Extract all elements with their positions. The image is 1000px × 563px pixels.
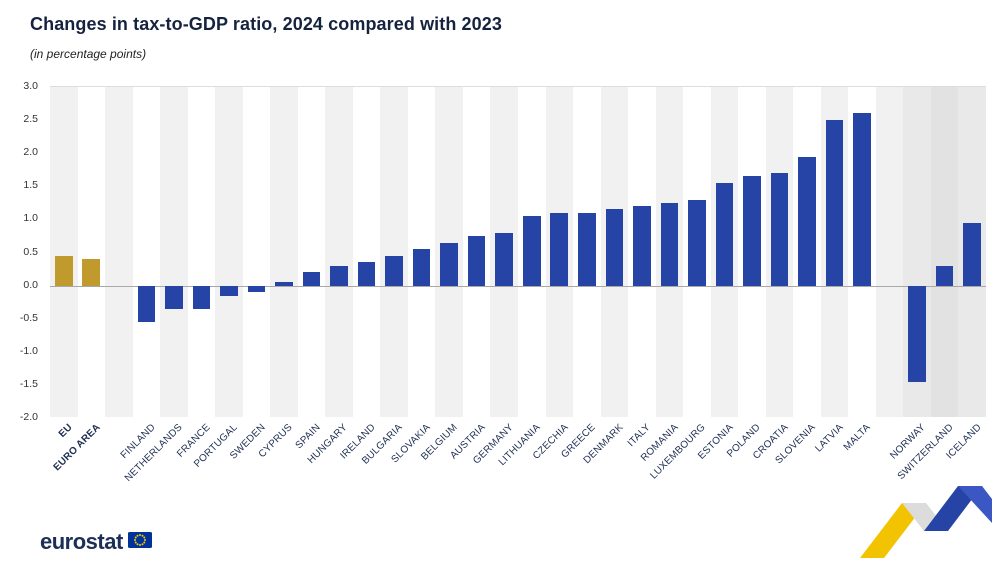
bar-latvia (825, 120, 844, 286)
bar-column-luxembourg (683, 87, 711, 417)
bar-slovakia (412, 249, 431, 286)
plot-area (50, 86, 986, 417)
bar-column-slovakia (407, 87, 436, 417)
column-spacer (105, 87, 133, 417)
y-tick-label: 0.0 (23, 278, 38, 291)
bar-column-lithuania (518, 87, 546, 417)
eurostat-wordmark: eurostat (40, 529, 123, 554)
y-tick-label: 1.5 (23, 179, 38, 192)
bar-belgium (440, 242, 458, 286)
bar-portugal (220, 285, 238, 296)
bar-column-denmark (600, 87, 629, 417)
y-tick-label: -2.0 (19, 411, 38, 423)
bar-norway (908, 285, 926, 382)
bar-slovenia (798, 156, 816, 286)
bar-hungary (330, 265, 348, 286)
y-axis: 3.0 2.5 2.0 1.5 1.0 0.5 0.0 -0.5 -1.0 -1.5 -2.0 (0, 80, 44, 423)
bar-finland (137, 285, 156, 322)
chart-title: Changes in tax-to-GDP ratio, 2024 compar… (30, 14, 503, 34)
bar-iceland (963, 222, 982, 286)
y-tick-label: -1.0 (19, 344, 38, 357)
bar-croatia (770, 173, 789, 286)
bar-column-romania (655, 87, 684, 417)
bar-poland (743, 176, 761, 286)
bar-column-iceland (958, 87, 986, 417)
bar-italy (633, 206, 651, 286)
bar-luxembourg (688, 199, 706, 286)
bar-denmark (605, 209, 624, 286)
bar-france (192, 285, 211, 309)
bar-column-cyprus (270, 87, 298, 417)
bar-column-italy (628, 87, 656, 417)
bar-estonia (715, 182, 734, 286)
bar-greece (577, 212, 596, 286)
bar-euro-area (82, 259, 101, 286)
bar-column-portugal (215, 87, 243, 417)
bar-eu (54, 255, 73, 286)
bar-cyprus (275, 282, 293, 286)
bar-bulgaria (385, 255, 403, 286)
bar-spain (302, 272, 321, 286)
bar-column-finland (132, 87, 161, 417)
y-tick-label: 0.5 (23, 245, 38, 258)
bar-column-eu (50, 87, 78, 417)
bar-column-germany (490, 87, 518, 417)
bar-column-hungary (325, 87, 353, 417)
bar-column-greece (573, 87, 601, 417)
y-tick-label: 2.0 (23, 146, 38, 159)
bar-column-norway (903, 87, 931, 417)
y-tick-label: 1.0 (23, 212, 38, 225)
bar-column-slovenia (793, 87, 821, 417)
bar-column-latvia (820, 87, 849, 417)
bar-column-switzerland (930, 87, 959, 417)
bar-netherlands (165, 285, 183, 309)
bar-column-ireland (352, 87, 381, 417)
bar-austria (467, 235, 486, 286)
bar-column-bulgaria (380, 87, 408, 417)
bar-switzerland (935, 265, 954, 286)
bar-column-malta (848, 87, 876, 417)
chart-subtitle: (in percentage points) (30, 47, 147, 61)
ribbon-decoration (842, 463, 992, 563)
bar-germany (495, 232, 514, 286)
bar-sweden (247, 285, 266, 293)
y-tick-label: 2.5 (23, 113, 38, 126)
bar-column-netherlands (160, 87, 188, 417)
bar-czechia (550, 212, 569, 286)
zero-axis-line (50, 285, 986, 287)
bar-romania (660, 202, 679, 286)
bar-column-france (187, 87, 216, 417)
bar-column-croatia (765, 87, 794, 417)
bar-ireland (357, 262, 376, 286)
bar-lithuania (522, 216, 541, 286)
bar-column-spain (297, 87, 326, 417)
bar-column-belgium (435, 87, 463, 417)
bar-column-czechia (545, 87, 574, 417)
column-spacer (875, 87, 904, 417)
bar-column-sweden (242, 87, 271, 417)
y-tick-label: -0.5 (19, 311, 38, 324)
bar-column-poland (738, 87, 766, 417)
y-tick-label: 3.0 (23, 80, 38, 92)
bar-column-austria (462, 87, 491, 417)
eurostat-logo: eurostat (40, 531, 152, 553)
bar-malta (853, 113, 871, 286)
y-tick-label: -1.5 (19, 377, 38, 390)
bar-column-estonia (710, 87, 739, 417)
bar-column-euro-area (77, 87, 106, 417)
eu-flag-icon (127, 531, 152, 553)
